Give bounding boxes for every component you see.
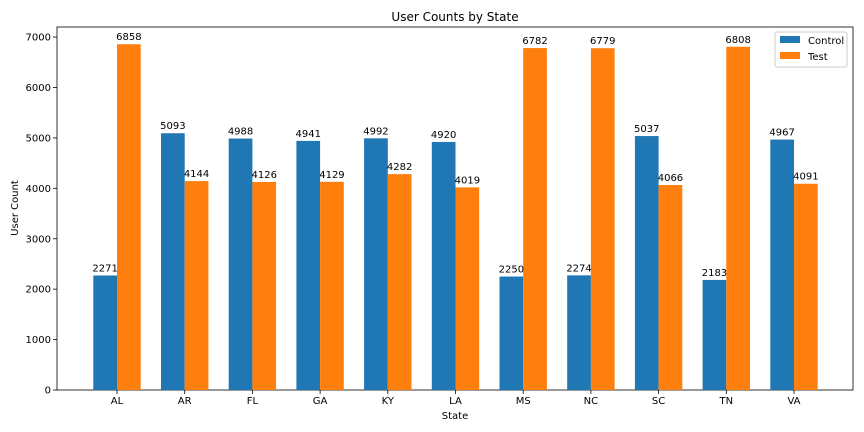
bar-control-nc <box>567 275 591 390</box>
data-label-test-nc: 6779 <box>590 36 615 47</box>
x-tick-label-ar: AR <box>178 396 192 407</box>
x-tick-label-al: AL <box>111 396 124 407</box>
data-label-test-la: 4019 <box>455 175 480 186</box>
data-label-test-ms: 6782 <box>522 36 547 47</box>
data-label-control-ar: 5093 <box>160 121 185 132</box>
data-label-control-al: 2271 <box>92 264 117 275</box>
data-label-test-fl: 4126 <box>252 170 277 181</box>
bar-control-la <box>431 141 456 390</box>
y-tick-label-7000: 7000 <box>26 33 51 44</box>
x-tick-label-nc: NC <box>584 396 598 407</box>
x-tick-label-sc: SC <box>652 396 665 407</box>
bar-test-la <box>455 187 480 390</box>
y-tick-label-4000: 4000 <box>26 184 51 195</box>
bar-test-ga <box>320 181 344 390</box>
data-label-test-ga: 4129 <box>319 170 344 181</box>
bar-test-ky <box>387 174 412 390</box>
bar-control-al <box>93 275 117 390</box>
bar-control-tn <box>702 279 727 390</box>
bar-test-sc <box>658 185 683 390</box>
bar-control-va <box>770 139 794 390</box>
bar-labels: 2271 6858 5093 4144 4988 4126 4941 4129 4992 4282… <box>92 32 818 279</box>
data-label-control-tn: 2183 <box>702 268 727 279</box>
data-label-control-ga: 4941 <box>296 129 321 140</box>
x-tick-label-ga: GA <box>313 396 328 407</box>
legend-label-control: Control <box>808 36 844 47</box>
plot-area: 2271 6858 5093 4144 4988 4126 4941 4129 4992 4282… <box>26 26 854 407</box>
bar-control-ms <box>499 276 524 390</box>
bar-test-va <box>794 183 818 390</box>
data-label-test-al: 6858 <box>116 32 141 43</box>
legend-label-test: Test <box>807 52 828 63</box>
bar-control-ky <box>364 138 388 390</box>
data-label-test-ar: 4144 <box>184 169 209 180</box>
y-tick-label-3000: 3000 <box>26 234 51 245</box>
bar-control-sc <box>634 136 659 390</box>
y-tick-label-0: 0 <box>45 386 51 397</box>
data-label-control-ky: 4992 <box>363 126 388 137</box>
legend-swatch-control <box>780 36 800 43</box>
x-tick-label-ms: MS <box>516 396 531 407</box>
legend: Control Test <box>774 31 848 68</box>
x-axis-label: State <box>442 411 468 422</box>
data-label-test-tn: 6808 <box>725 35 750 46</box>
data-label-control-nc: 2274 <box>566 263 591 274</box>
x-tick-label-la: LA <box>449 396 462 407</box>
data-label-test-ky: 4282 <box>387 162 412 173</box>
y-axis: 0 1000 2000 3000 4000 5000 6000 7000 <box>26 33 57 397</box>
x-tick-label-va: VA <box>787 396 800 407</box>
bar-test-tn <box>726 46 750 390</box>
bar-control-fl <box>228 138 253 390</box>
bar-test-ar <box>184 181 209 390</box>
x-tick-label-ky: KY <box>382 396 395 407</box>
data-label-control-la: 4920 <box>431 130 456 141</box>
bar-test-ms <box>523 48 547 391</box>
y-tick-label-1000: 1000 <box>26 335 51 346</box>
data-label-control-fl: 4988 <box>228 127 253 138</box>
x-tick-label-tn: TN <box>719 396 734 407</box>
legend-swatch-test <box>780 52 800 59</box>
data-label-test-sc: 4066 <box>658 173 683 184</box>
bar-test-nc <box>590 48 615 391</box>
bar-test-fl <box>252 181 277 390</box>
data-label-test-va: 4091 <box>793 172 818 183</box>
data-label-control-ms: 2250 <box>499 265 524 276</box>
x-tick-label-fl: FL <box>247 396 259 407</box>
data-label-control-sc: 5037 <box>634 124 659 135</box>
y-axis-label: User Count <box>10 180 21 236</box>
x-axis: AL AR FL GA KY LA MS NC SC TN VA <box>111 390 801 407</box>
bar-control-ar <box>161 133 185 391</box>
bar-control-ga <box>296 140 321 390</box>
chart-title: User Counts by State <box>391 10 518 24</box>
y-tick-label-2000: 2000 <box>26 285 51 296</box>
y-tick-label-5000: 5000 <box>26 133 51 144</box>
bars <box>93 44 818 391</box>
data-label-control-va: 4967 <box>769 128 794 139</box>
y-tick-label-6000: 6000 <box>26 83 51 94</box>
bar-test-al <box>117 44 141 391</box>
